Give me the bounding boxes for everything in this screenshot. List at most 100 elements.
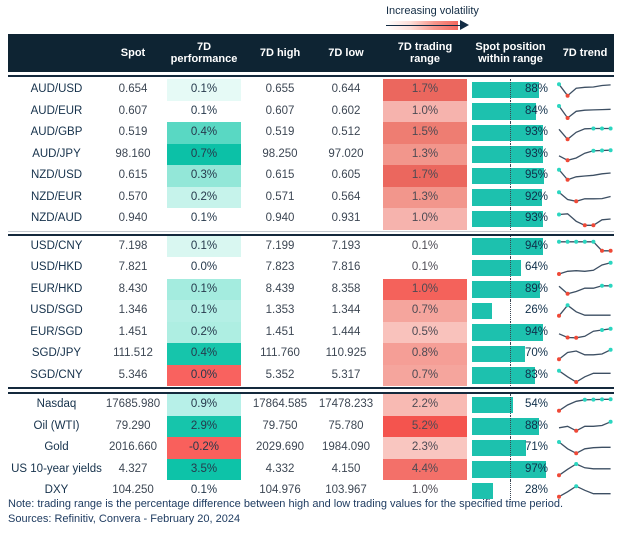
high-value: 0.655 [265,83,295,95]
low-value: 8.358 [331,282,361,295]
spot-value: 104.250 [112,484,154,496]
midpoint-dotted-line [510,208,511,230]
position-cell: 97% [472,458,549,480]
midpoint-dotted-line [510,186,511,208]
table-row: NZD/AUD 0.940 0.1% 0.940 0.931 1.0% 93% [8,208,614,230]
spot-value: 2016.660 [109,441,157,453]
trading-range-cell: 2.3% [383,437,467,459]
position-bar [472,210,543,227]
instrument-label: USD/SGD [30,304,83,316]
trend-sparkline [556,300,614,322]
spot-value: 8.430 [118,282,148,295]
high-value: 5.352 [265,368,295,381]
position-label: 92% [524,190,548,203]
instrument-label: DXY [44,484,69,496]
midpoint-dotted-line [510,257,511,279]
position-label: 93% [524,147,548,160]
trend-sparkline [556,208,614,230]
group-separator [8,230,614,236]
position-cell: 88% [472,415,549,437]
position-label: 71% [524,441,548,453]
low-value: 97.020 [328,147,364,160]
volatility-legend-label: Increasing volatility [386,5,479,17]
performance-cell: 0.7% [167,143,241,165]
position-label: 64% [524,261,548,273]
header-7d-trend: 7D trend [562,47,608,59]
midpoint-dotted-line [510,343,511,365]
trend-sparkline [556,236,614,258]
position-label: 28% [524,484,548,496]
low-value: 17478.233 [318,398,374,410]
high-value: 4.332 [265,462,295,475]
position-label: 97% [524,462,548,475]
table-row: Nasdaq 17685.980 0.9% 17864.585 17478.23… [8,394,614,416]
trend-sparkline [556,343,614,365]
low-value: 0.512 [331,126,361,138]
performance-cell: 0.4% [167,122,241,144]
header-spot-position: Spot position within range [475,41,546,65]
position-bar [472,281,540,298]
midpoint-dotted-line [510,321,511,343]
high-value: 111.760 [260,347,300,359]
midpoint-dotted-line [510,437,511,459]
spot-value: 0.654 [118,83,148,95]
trading-range-cell: 2.2% [383,394,467,416]
position-cell: 95% [472,165,549,187]
instrument-label: AUD/USD [30,83,83,95]
header-7d-high: 7D high [259,47,301,59]
trend-sparkline [556,257,614,279]
spot-value: 0.940 [118,212,148,224]
performance-cell: 3.5% [167,458,241,480]
position-bar [472,167,545,184]
midpoint-dotted-line [510,143,511,165]
position-bar [472,103,536,120]
spot-value: 7.198 [118,239,148,252]
table-row: USD/CNY 7.198 0.1% 7.199 7.193 0.1% 94% [8,235,614,258]
trading-range-cell: 1.0% [383,100,467,122]
low-value: 1.344 [331,304,361,316]
note-text: Note: trading range is the percentage di… [8,498,564,510]
performance-cell: 0.1% [167,79,241,101]
header-7d-performance: 7D performance [170,41,238,65]
high-value: 0.940 [265,212,295,224]
table-row: AUD/JPY 98.160 0.7% 98.250 97.020 1.3% 9… [8,143,614,165]
low-value: 1.444 [331,325,361,338]
position-cell: 64% [472,257,549,279]
instrument-label: EUR/HKD [30,282,83,295]
performance-cell: 0.1% [167,278,241,300]
trading-range-cell: 0.7% [383,364,467,386]
table-row: USD/HKD 7.821 0.0% 7.823 7.816 0.1% 64% [8,257,614,279]
instrument-label: AUD/EUR [30,104,83,117]
trading-range-cell: 1.5% [383,122,467,144]
low-value: 0.602 [331,104,361,117]
position-bar [472,302,492,319]
midpoint-dotted-line [510,122,511,144]
instrument-label: Gold [44,441,69,453]
volatility-arrow-icon [460,20,469,30]
spot-value: 79.290 [115,419,151,432]
trading-range-cell: 5.2% [383,415,467,437]
midpoint-dotted-line [510,394,511,416]
position-label: 88% [524,419,548,432]
position-bar [472,238,544,255]
midpoint-dotted-line [510,278,511,300]
position-cell: 93% [472,143,549,165]
trading-range-cell: 1.0% [383,278,467,300]
header-7d-low: 7D low [328,47,364,59]
position-bar [472,324,544,341]
position-bar [472,189,542,206]
position-bar [472,81,539,98]
spot-value: 5.346 [118,368,148,381]
position-label: 93% [524,126,548,138]
high-value: 7.199 [265,239,295,252]
header-underline [8,75,614,77]
instrument-label: USD/CNY [30,239,83,252]
header-7d-trading-range: 7D trading range [397,41,453,65]
instrument-label: AUD/GBP [30,126,83,138]
trend-sparkline [556,480,614,502]
position-label: 54% [524,398,548,410]
midpoint-dotted-line [510,79,511,101]
position-label: 70% [524,347,548,359]
table-row: Oil (WTI) 79.290 2.9% 79.750 75.780 5.2%… [8,415,614,437]
instrument-label: AUD/JPY [32,147,81,160]
